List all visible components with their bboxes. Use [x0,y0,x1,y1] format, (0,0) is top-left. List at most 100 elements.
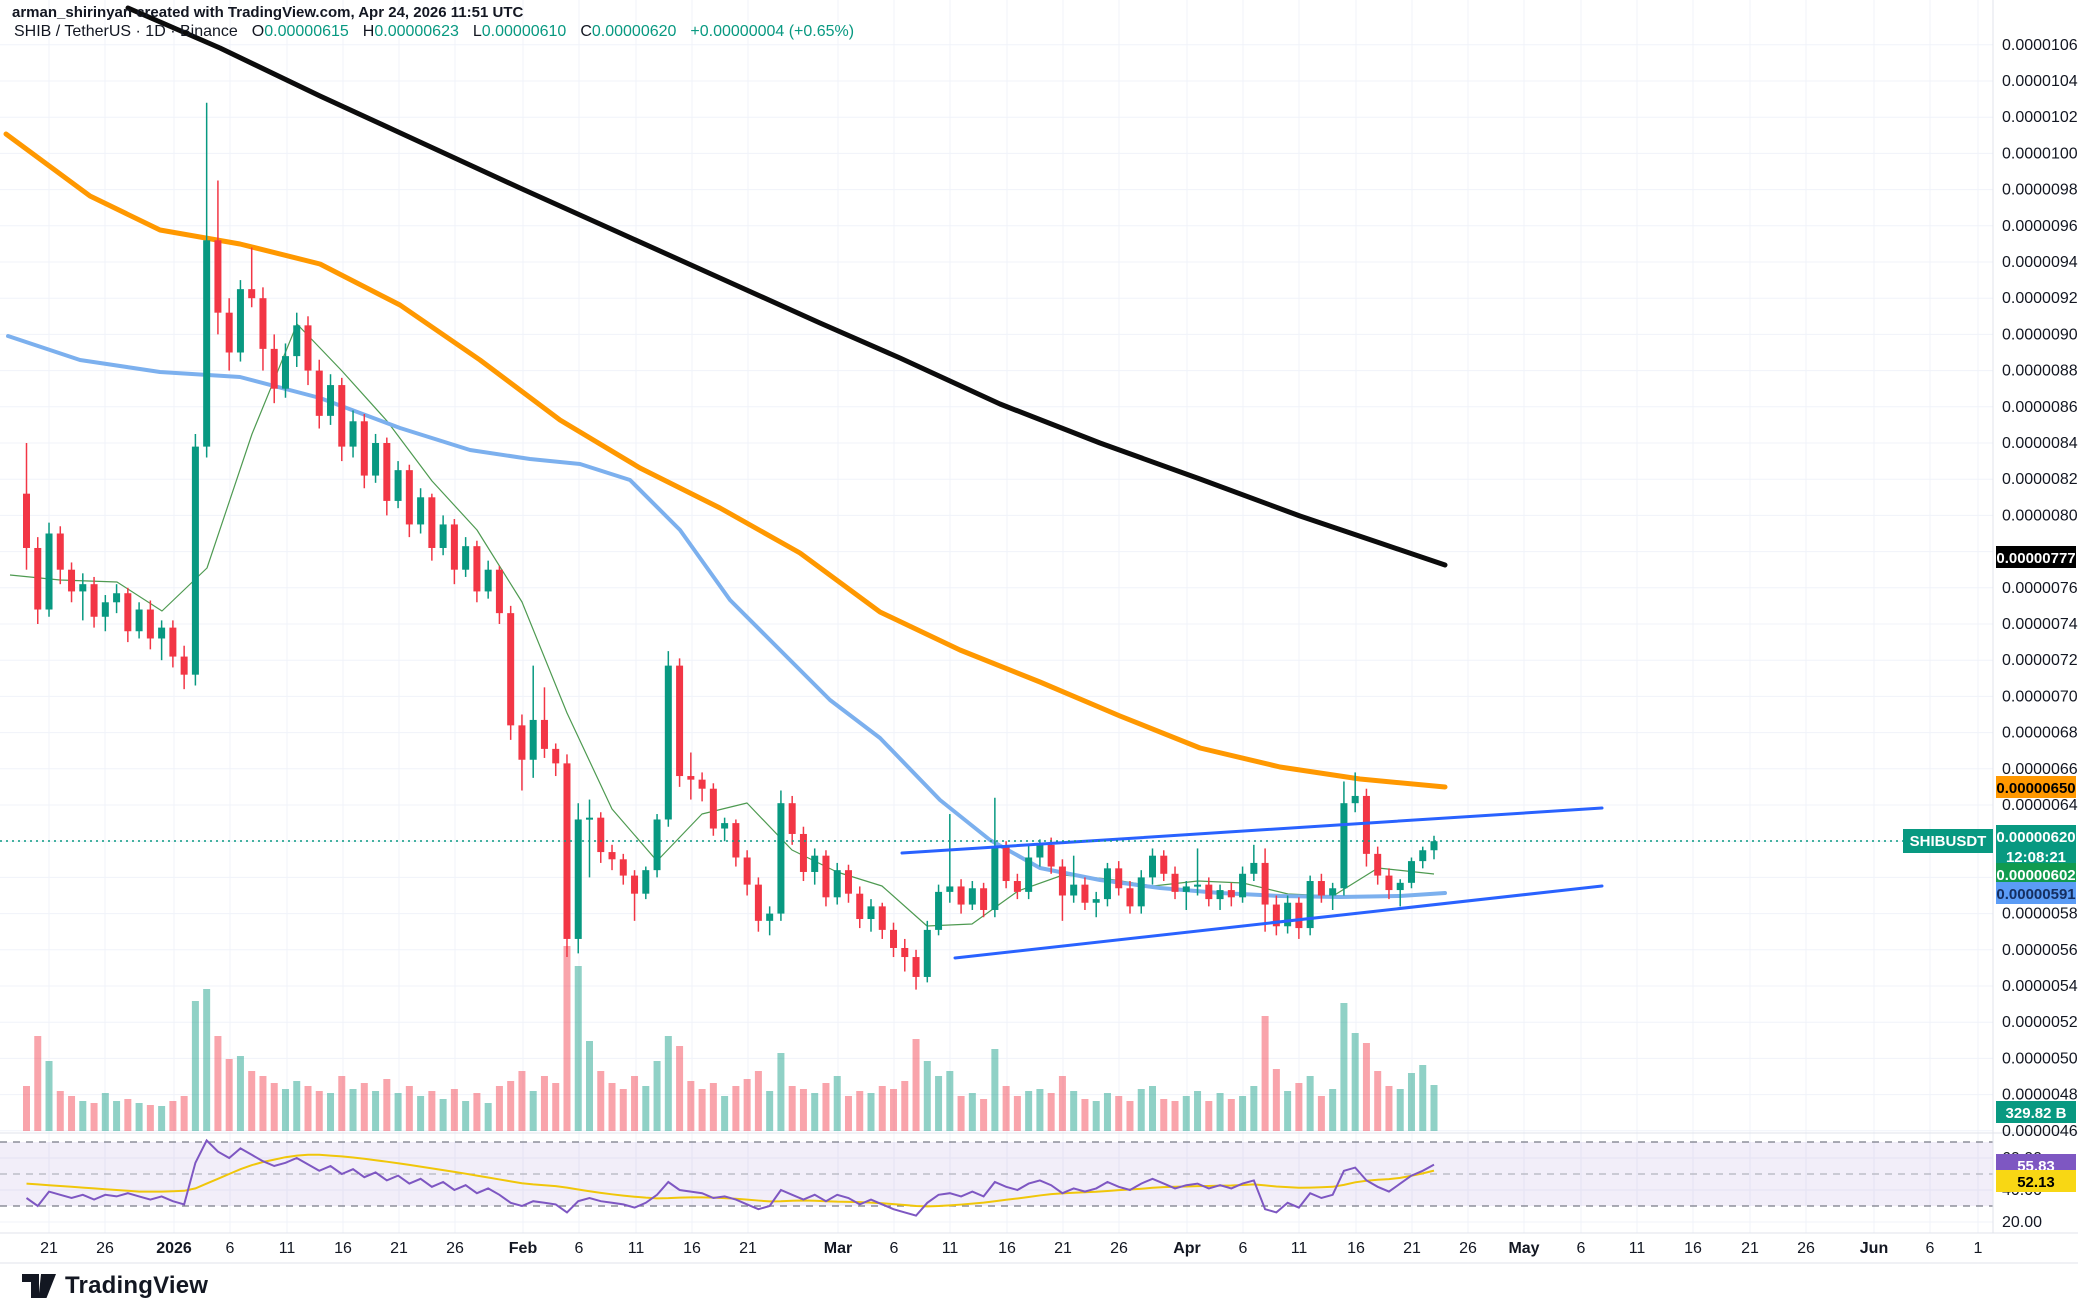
svg-text:21: 21 [739,1240,757,1257]
ma-blue-line [6,334,1447,899]
svg-text:16: 16 [683,1240,701,1257]
svg-text:Apr: Apr [1173,1240,1201,1257]
svg-text:20.00: 20.00 [2002,1214,2042,1231]
svg-text:26: 26 [1110,1240,1128,1257]
trendline-wedge-lower[interactable] [953,884,1604,960]
svg-text:6: 6 [1577,1240,1586,1257]
svg-text:6: 6 [226,1240,235,1257]
svg-text:16: 16 [334,1240,352,1257]
ma-orange-line [3,131,1448,790]
svg-text:1: 1 [1974,1240,1983,1257]
symbol-price-tag: SHIBUSDT [1903,829,1993,853]
svg-text:21: 21 [1054,1240,1072,1257]
ohlc-low: L0.00000610 [472,23,567,40]
svg-text:12:08:21: 12:08:21 [2006,849,2066,866]
svg-text:0.00000777: 0.00000777 [1996,550,2075,567]
ohlc-open: O0.00000615 [251,23,349,40]
symbol-legend[interactable]: SHIB / TetherUS · 1D · Binance O0.000006… [14,23,854,41]
svg-text:11: 11 [1291,1240,1308,1257]
time-axis[interactable]: 21 26 2026 6 11 16 21 26 Feb 6 11 16 21 Mar 6 11 16 21 26 A… [40,1240,1982,1257]
ohlc-close: C0.00000620 [580,23,677,40]
tradingview-logo-icon [22,1274,56,1298]
volume-bars [23,946,1438,1131]
attribution-text: arman_shirinyan created with TradingView… [12,4,524,21]
svg-text:21: 21 [40,1240,58,1257]
ma-black-line [125,5,1448,568]
svg-text:Jun: Jun [1860,1240,1888,1257]
svg-text:26: 26 [96,1240,114,1257]
svg-text:6: 6 [1239,1240,1248,1257]
svg-text:21: 21 [390,1240,408,1257]
svg-text:16: 16 [1684,1240,1702,1257]
rsi-pane[interactable] [0,1138,1993,1217]
svg-text:May: May [1508,1240,1539,1257]
svg-text:0.00000650: 0.00000650 [1996,780,2075,797]
svg-text:Feb: Feb [509,1240,538,1257]
svg-text:2026: 2026 [156,1240,192,1257]
svg-text:11: 11 [628,1240,645,1257]
svg-text:SHIBUSDT: SHIBUSDT [1910,833,1987,850]
svg-text:0.00000602: 0.00000602 [1996,867,2075,884]
tradingview-logo-text: TradingView [65,1272,209,1299]
svg-text:21: 21 [1403,1240,1421,1257]
ma-green-line [9,323,1435,927]
svg-text:6: 6 [575,1240,584,1257]
svg-text:11: 11 [279,1240,296,1257]
pane-borders [0,0,2078,1264]
tradingview-logo[interactable]: TradingView [22,1272,208,1300]
candlestick-series [23,102,1438,990]
svg-text:329.82 B: 329.82 B [2006,1105,2067,1122]
symbol-title: SHIB / TetherUS · 1D · Binance [14,23,238,40]
svg-text:0.00000620: 0.00000620 [1996,829,2075,846]
svg-text:21: 21 [1741,1240,1759,1257]
ohlc-high: H0.00000623 [362,23,459,40]
svg-text:11: 11 [942,1240,959,1257]
svg-text:16: 16 [998,1240,1016,1257]
change-value: +0.00000004 (+0.65%) [690,23,855,40]
svg-text:6: 6 [890,1240,899,1257]
svg-text:52.13: 52.13 [2017,1174,2055,1191]
price-axis-chips: 0.000007770.000006500.0000062012:08:210.… [1996,546,2076,1192]
rsi-line [25,1138,1435,1217]
svg-text:Mar: Mar [824,1240,852,1257]
svg-text:0.00000591: 0.00000591 [1996,886,2075,903]
svg-text:6: 6 [1926,1240,1935,1257]
grid-lines [0,0,1993,1233]
svg-text:0.00000460: 0.00000460 [2002,1123,2078,1140]
svg-text:26: 26 [446,1240,464,1257]
svg-text:16: 16 [1347,1240,1365,1257]
svg-text:26: 26 [1797,1240,1815,1257]
svg-text:26: 26 [1459,1240,1477,1257]
trendline-wedge-upper[interactable] [900,806,1604,855]
